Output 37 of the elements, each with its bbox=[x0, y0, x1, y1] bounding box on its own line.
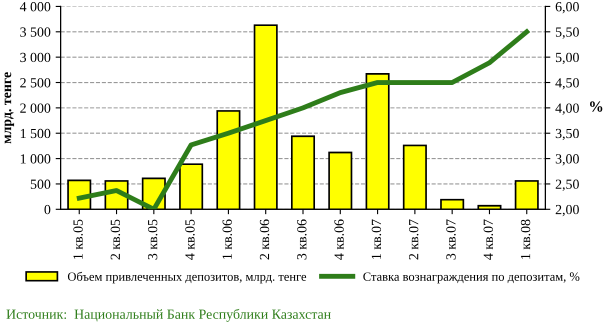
x-tick-label: 2 кв.07 bbox=[408, 219, 418, 260]
y2-tick-label: 3,00 bbox=[556, 154, 579, 166]
x-tick-label: 4 кв.05 bbox=[185, 220, 195, 260]
y2-tick-label: 5,50 bbox=[556, 27, 579, 39]
legend-label: Ставка вознаграждения по депозитам, % bbox=[363, 272, 580, 284]
y-axis-title: млрд. тенге bbox=[4, 72, 14, 144]
y-tick-label: 0 bbox=[44, 204, 50, 214]
line-series bbox=[76, 29, 530, 210]
y-tick-label: 500 bbox=[30, 180, 50, 189]
legend-label: Объем привлеченных депозитов, млрд. тенге bbox=[68, 272, 306, 284]
y2-tick-label: 4,00 bbox=[555, 103, 579, 115]
y-tick-label: 3 500 bbox=[20, 27, 50, 37]
x-tick-label: 1 кв.08 bbox=[520, 220, 530, 259]
y2-tick-label: 4,50 bbox=[555, 78, 579, 90]
y2-tick-label: 3,50 bbox=[556, 128, 579, 140]
x-tick-label: 2 кв.05 bbox=[110, 220, 120, 260]
y-tick-label: 1 500 bbox=[20, 128, 50, 138]
y-tick-label: 4 000 bbox=[20, 2, 50, 12]
y-tick-label: 3 000 bbox=[20, 52, 50, 62]
y-tick-label: 2 000 bbox=[20, 103, 50, 113]
x-tick-label: 3 кв.07 bbox=[446, 219, 456, 260]
y-tick-label: 2 500 bbox=[20, 78, 50, 88]
y2-tick-label: 2,50 bbox=[556, 180, 579, 191]
x-tick-label: 4 кв.06 bbox=[334, 219, 344, 260]
y2-tick-label: 2,00 bbox=[556, 204, 579, 216]
y-tick-label: 1 000 bbox=[20, 154, 50, 164]
x-tick-label: 2 кв.06 bbox=[260, 219, 270, 260]
x-tick-label: 3 кв.05 bbox=[148, 220, 158, 260]
x-tick-label: 1 кв.07 bbox=[372, 219, 382, 259]
x-tick-label: 1 кв.05 bbox=[73, 220, 83, 259]
x-tick-label: 3 кв.06 bbox=[297, 219, 307, 260]
y2-tick-label: 6,00 bbox=[556, 2, 579, 14]
y2-axis-title: % bbox=[590, 101, 602, 112]
text: Источник: Национальный Банк Республики Казахстан bbox=[6, 308, 331, 322]
x-tick-label: 4 кв.07 bbox=[484, 219, 493, 260]
y2-tick-label: 5,00 bbox=[556, 52, 579, 64]
x-tick-label: 1 кв.06 bbox=[222, 219, 232, 259]
